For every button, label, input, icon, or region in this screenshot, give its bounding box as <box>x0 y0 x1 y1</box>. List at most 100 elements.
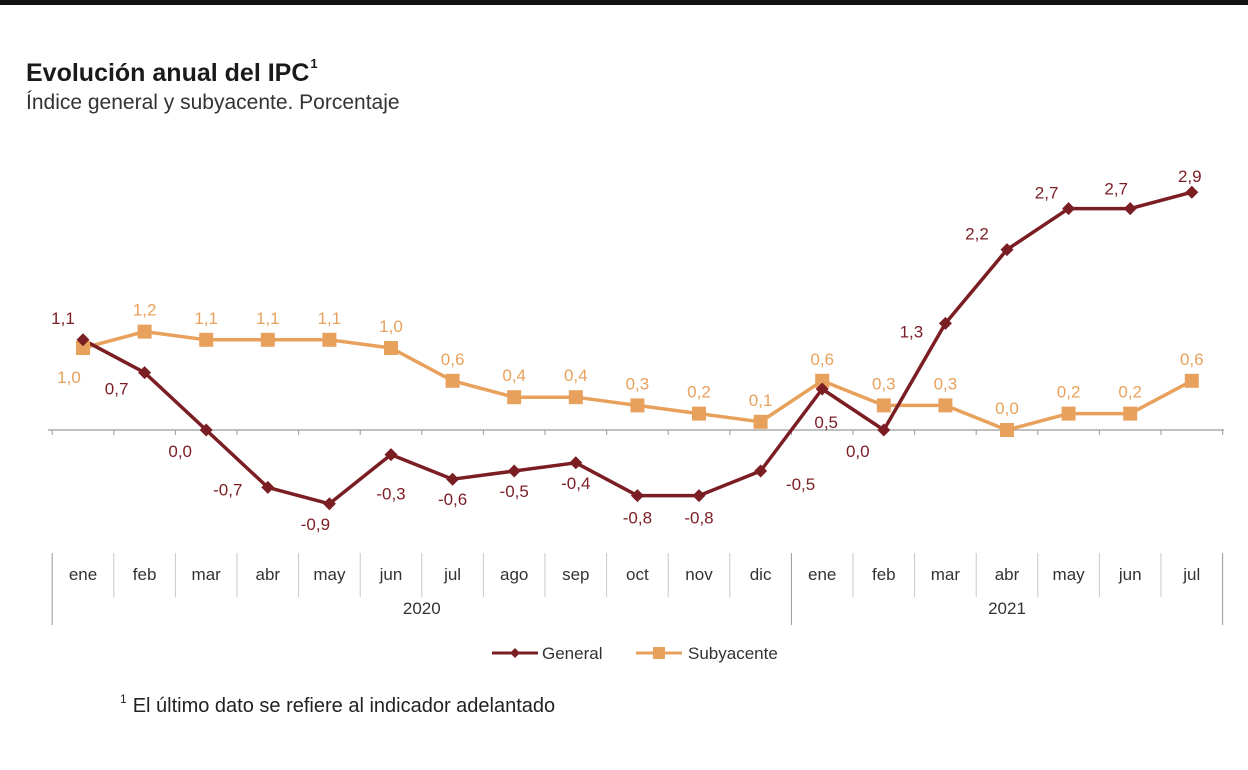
data-point-subyacente <box>815 373 830 388</box>
category-tick-label: dic <box>750 565 772 584</box>
data-point-subyacente <box>876 398 891 413</box>
series-line-general <box>82 190 1193 506</box>
data-label-subyacente: 0,3 <box>872 374 896 393</box>
data-label-general: -0,9 <box>301 515 330 534</box>
data-label-general: -0,5 <box>500 482 529 501</box>
data-point-subyacente <box>322 332 337 347</box>
data-point-subyacente <box>384 341 398 355</box>
data-label-subyacente: 1,0 <box>57 368 81 387</box>
data-label-general: 2,7 <box>1035 184 1059 203</box>
data-label-subyacente: 0,4 <box>502 366 526 385</box>
data-point-subyacente <box>1123 406 1138 421</box>
category-tick-label: may <box>1053 565 1086 584</box>
data-label-general: 0,7 <box>105 380 129 399</box>
top-border <box>0 0 1248 5</box>
chart-subtitle: Índice general y subyacente. Porcentaje <box>26 91 400 114</box>
data-point-subyacente <box>630 398 645 413</box>
year-label: 2020 <box>403 599 441 618</box>
data-label-general: -0,4 <box>561 474 590 493</box>
category-tick-label: jul <box>1182 565 1200 584</box>
data-point-subyacente <box>753 414 768 429</box>
data-point-general <box>754 464 768 478</box>
data-label-subyacente: 1,0 <box>379 317 403 336</box>
data-label-subyacente: 1,1 <box>194 309 218 328</box>
data-point-general <box>446 472 460 486</box>
data-label-general: -0,7 <box>213 480 242 499</box>
data-label-general: 0,0 <box>168 442 192 461</box>
data-label-subyacente: 0,2 <box>687 383 711 402</box>
data-point-general <box>877 423 891 437</box>
data-label-general: -0,8 <box>684 509 713 528</box>
category-tick-label: mar <box>931 565 961 584</box>
data-point-subyacente <box>692 406 706 421</box>
data-label-subyacente: 0,3 <box>934 374 958 393</box>
data-point-general <box>322 497 336 511</box>
title-footnote-mark: 1 <box>310 56 318 71</box>
category-tick-label: feb <box>872 565 896 584</box>
legend-label-general: General <box>542 644 602 663</box>
data-point-subyacente <box>199 332 214 347</box>
data-point-subyacente <box>260 332 275 347</box>
data-point-general <box>938 316 952 330</box>
category-tick-label: may <box>313 565 346 584</box>
data-label-subyacente: 0,0 <box>995 399 1019 418</box>
data-point-general <box>138 366 152 380</box>
data-label-subyacente: 0,6 <box>810 350 834 369</box>
data-label-general: -0,3 <box>376 485 405 504</box>
legend-label-subyacente: Subyacente <box>688 644 778 663</box>
data-point-general <box>1123 202 1137 216</box>
data-point-general <box>76 333 90 347</box>
data-label-general: 0,0 <box>846 442 870 461</box>
data-label-subyacente: 1,1 <box>318 309 342 328</box>
data-label-subyacente: 0,4 <box>564 366 588 385</box>
data-label-subyacente: 0,2 <box>1057 383 1081 402</box>
data-point-subyacente <box>76 341 90 355</box>
category-tick-label: jul <box>443 565 461 584</box>
data-point-subyacente <box>137 324 152 339</box>
category-tick-label: ene <box>808 565 836 584</box>
data-point-general <box>199 423 213 437</box>
category-tick-label: abr <box>256 565 281 584</box>
data-label-subyacente: 0,6 <box>441 350 465 369</box>
legend-marker-general <box>510 648 520 658</box>
category-tick-label: feb <box>133 565 157 584</box>
data-point-subyacente <box>1061 406 1076 421</box>
data-point-general <box>1185 185 1199 199</box>
data-label-general: 1,1 <box>51 309 75 328</box>
data-point-general <box>261 480 275 494</box>
footnote-text: El último dato se refiere al indicador a… <box>132 695 556 717</box>
data-label-general: 1,3 <box>900 322 924 341</box>
data-point-subyacente <box>445 373 460 388</box>
data-label-subyacente: 0,2 <box>1118 383 1142 402</box>
data-point-subyacente <box>938 398 953 413</box>
data-label-general: 2,9 <box>1178 167 1202 186</box>
data-point-general <box>1000 243 1014 257</box>
chart-title: Evolución anual del IPC1 <box>26 56 318 88</box>
year-label: 2021 <box>988 599 1026 618</box>
data-label-subyacente: 0,3 <box>626 374 650 393</box>
data-label-subyacente: 0,1 <box>749 391 773 410</box>
data-point-general <box>630 489 644 503</box>
category-tick-label: oct <box>626 565 649 584</box>
data-point-general <box>1062 202 1076 216</box>
data-label-general: -0,5 <box>786 475 815 494</box>
data-point-general <box>507 464 521 478</box>
data-label-subyacente: 1,1 <box>256 309 280 328</box>
data-label-general: 0,5 <box>814 413 838 432</box>
category-tick-label: nov <box>685 565 713 584</box>
data-point-subyacente <box>507 390 522 405</box>
data-label-general: -0,6 <box>438 490 467 509</box>
footnote-mark: 1 <box>120 692 127 706</box>
category-tick-label: ago <box>500 565 528 584</box>
data-label-general: -0,8 <box>623 509 652 528</box>
data-label-subyacente: 0,6 <box>1180 350 1204 369</box>
category-tick-label: ene <box>69 565 97 584</box>
category-tick-label: abr <box>995 565 1020 584</box>
data-label-subyacente: 1,2 <box>133 301 157 320</box>
data-label-general: 2,2 <box>965 225 989 244</box>
data-point-subyacente <box>1184 373 1199 388</box>
category-tick-label: jun <box>1118 565 1142 584</box>
data-point-general <box>384 448 398 462</box>
data-point-subyacente <box>1000 423 1014 437</box>
data-point-general <box>569 456 583 470</box>
